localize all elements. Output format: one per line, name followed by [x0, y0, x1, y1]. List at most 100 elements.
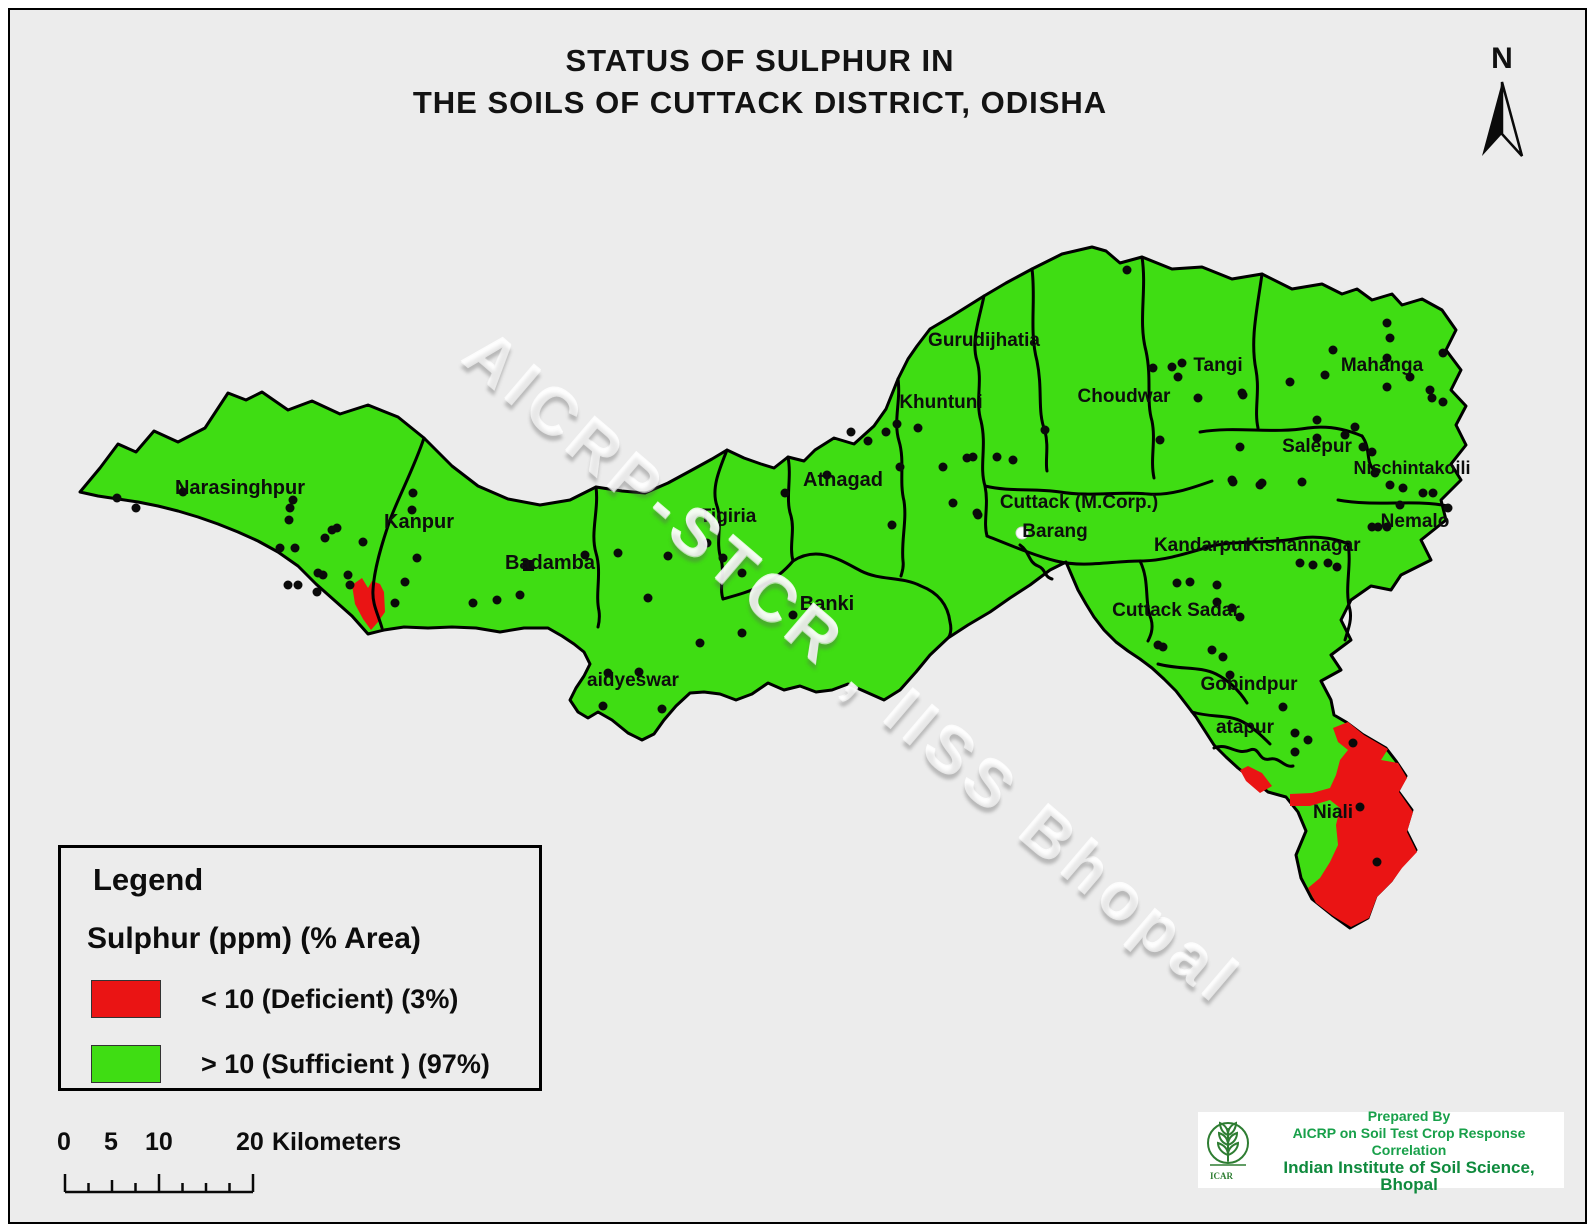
sample-point-dot — [412, 553, 422, 563]
block-label-khuntuni: Khuntuni — [899, 392, 982, 413]
sample-point-dot — [1308, 560, 1318, 570]
sample-point-dot — [358, 537, 368, 547]
north-label: N — [1491, 42, 1513, 75]
sample-point-dot — [1443, 503, 1453, 513]
scale-tick-label: 5 — [104, 1128, 118, 1156]
sample-point-dot — [1348, 738, 1358, 748]
block-label-nischintakoili: Nischintakoili — [1353, 458, 1470, 478]
sample-point-dot — [1212, 597, 1222, 607]
block-label-salepur: Salepur — [1282, 436, 1352, 457]
sample-point-dot — [1385, 333, 1395, 343]
sample-point-dot — [285, 503, 295, 513]
sample-point-dot — [1323, 558, 1333, 568]
sample-point-dot — [1225, 670, 1235, 680]
sample-point-dot — [345, 580, 355, 590]
sample-point-dot — [1227, 603, 1237, 613]
sample-point-dot — [1237, 388, 1247, 398]
deficient-areas — [352, 578, 1417, 927]
block-label-tigiria: Tigiria — [700, 506, 757, 527]
block-label-athagad: Athagad — [803, 469, 883, 491]
sample-point-dot — [1370, 468, 1380, 478]
block-label-niali: Niali — [1313, 802, 1353, 823]
sample-point-dot — [515, 590, 525, 600]
sample-point-dot — [1367, 522, 1377, 532]
credits-box: ICAR Prepared By AICRP on Soil Test Crop… — [1198, 1108, 1564, 1193]
sample-point-dot — [613, 548, 623, 558]
block-label-mahanga: Mahanga — [1341, 355, 1424, 376]
scale-tick-label: 20 — [236, 1128, 264, 1156]
sample-point-dot — [275, 543, 285, 553]
sample-point-dot — [1340, 430, 1350, 440]
deficient-patch-niali — [1290, 722, 1417, 927]
sample-point-dot — [1405, 372, 1415, 382]
sample-point-dot — [913, 423, 923, 433]
sample-point-dot — [780, 488, 790, 498]
sample-point-dot — [1358, 442, 1368, 452]
block-label-tangi: Tangi — [1193, 355, 1242, 376]
block-label-barang: Barang — [1022, 521, 1087, 542]
sample-point-dot — [881, 427, 891, 437]
sample-point-dot — [1332, 562, 1342, 572]
sample-point-dot — [1257, 478, 1267, 488]
legend-item-label: < 10 (Deficient) (3%) — [201, 984, 459, 1014]
block-label-kanpur: Kanpur — [384, 511, 454, 533]
sample-point-dot — [643, 593, 653, 603]
sample-point-dot — [1328, 345, 1338, 355]
sample-point-dot — [293, 580, 303, 590]
deficient-patch-west — [352, 578, 385, 630]
block-label-gobindpur: Gobindpur — [1200, 674, 1298, 695]
credits-line2: AICRP on Soil Test Crop Response Correla… — [1292, 1124, 1526, 1158]
legend-box: Legend Sulphur (ppm) (% Area) < 10 (Defi… — [58, 845, 542, 1091]
scale-unit-label: Kilometers — [272, 1128, 402, 1156]
credits-line3: Indian Institute of Soil Science, Bhopal — [1283, 1157, 1535, 1194]
sample-point-dot — [1355, 802, 1365, 812]
sample-point-dot — [580, 550, 590, 560]
sample-point-dot — [1303, 735, 1313, 745]
sample-point-dot — [1428, 488, 1438, 498]
sample-point-dot — [1312, 415, 1322, 425]
sample-point-dot — [657, 704, 667, 714]
sample-point-dot — [702, 538, 712, 548]
sample-point-dot — [390, 598, 400, 608]
sufficient-swatch — [91, 1045, 161, 1083]
sample-point-dot — [1173, 372, 1183, 382]
sample-point-dot — [598, 701, 608, 711]
sample-point-dot — [1395, 500, 1405, 510]
map-title-line2: THE SOILS OF CUTTACK DISTRICT, ODISHA — [412, 85, 1108, 120]
sample-point-dot — [992, 452, 1002, 462]
sample-point-dot — [737, 568, 747, 578]
legend-title: Legend — [93, 862, 204, 897]
sample-point-dot — [822, 470, 832, 480]
block-labels: Narasinghpur Kanpur Badamba Tigiria Athagad B… — [175, 330, 1471, 823]
sample-point-dot — [284, 515, 294, 525]
wheat-emblem-icon — [1207, 1121, 1249, 1166]
icar-logo-caption: ICAR — [1210, 1171, 1234, 1181]
block-label-narasinghpur: Narasinghpur — [175, 477, 305, 499]
sample-point-dot — [1372, 857, 1382, 867]
sample-point-dot — [283, 580, 293, 590]
sample-point-dot — [1172, 578, 1182, 588]
sample-point-dot — [1177, 358, 1187, 368]
block-label-kishannagar: Kishannagar — [1245, 535, 1361, 556]
sample-point-dot — [1218, 652, 1228, 662]
sample-point-dot — [663, 551, 673, 561]
block-label-badamba: Badamba — [505, 552, 596, 574]
sample-point-dot — [1425, 385, 1435, 395]
sample-point-dot — [972, 508, 982, 518]
sample-point-dot — [1382, 318, 1392, 328]
sample-point-dot — [1167, 362, 1177, 372]
sample-point-dot — [1385, 480, 1395, 490]
sample-point-dot — [1207, 645, 1217, 655]
sample-point-dot — [892, 419, 902, 429]
sample-point-dot — [408, 488, 418, 498]
sample-point-dot — [332, 523, 342, 533]
legend-item-label: > 10 (Sufficient ) (97%) — [201, 1049, 490, 1079]
sample-point-dot — [1382, 382, 1392, 392]
north-indicator: N — [1462, 42, 1542, 171]
icar-logo: ICAR — [1202, 1115, 1254, 1185]
block-label-cuttack-sadar: Cuttack Sadar — [1112, 600, 1240, 621]
legend-subtitle: Sulphur (ppm) (% Area) — [87, 922, 421, 955]
sample-point-dot — [1438, 397, 1448, 407]
credits-line1: Prepared By — [1367, 1107, 1451, 1124]
